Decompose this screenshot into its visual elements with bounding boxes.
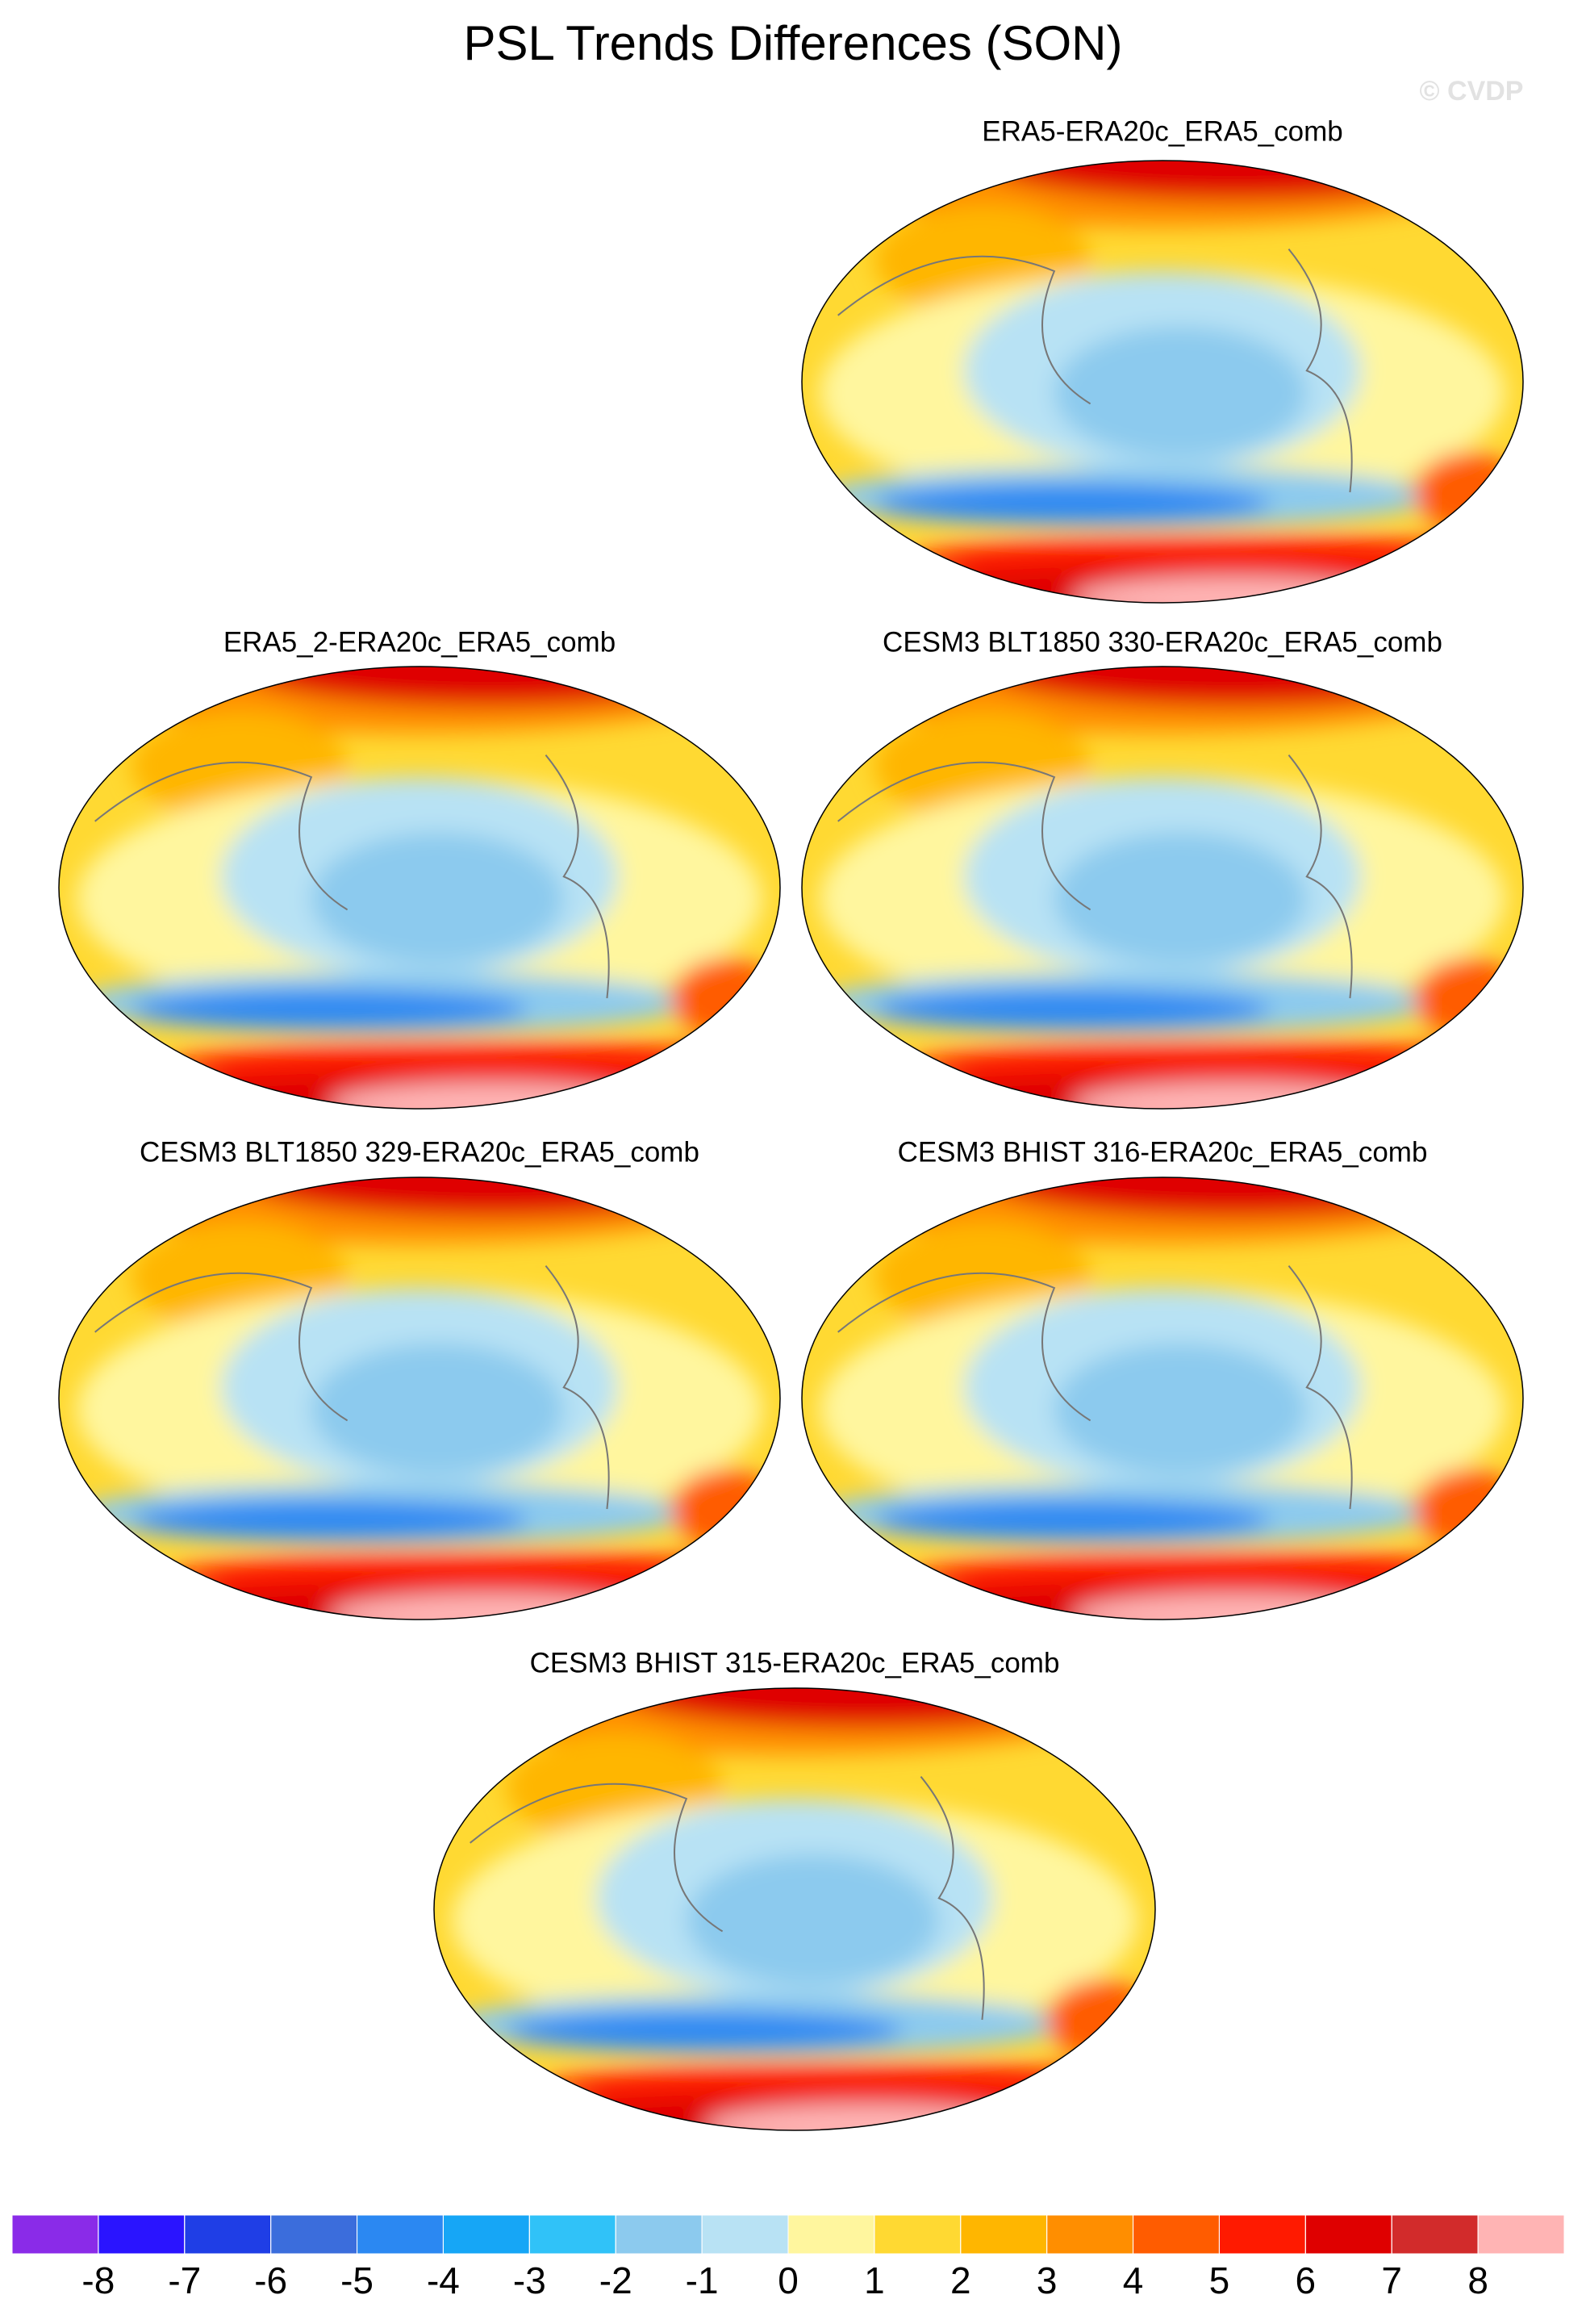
colorbar-label: 4 [1123,2259,1144,2301]
map [59,667,780,1109]
map-border [58,1177,781,1620]
map [802,161,1523,603]
colorbar-box [98,2214,186,2255]
colorbar-label: 0 [778,2259,799,2301]
map-field [434,1688,1155,2130]
field-blob [686,1854,939,1987]
coastline [545,1264,610,1510]
field-blob [1414,452,1523,533]
colorbar-box [1046,2214,1134,2255]
colorbar-label: 3 [1037,2259,1058,2301]
map-field [802,1177,1523,1620]
colorbar-label: -8 [81,2259,115,2301]
coastline [1288,1264,1353,1510]
colorbar-box [184,2214,272,2255]
map [434,1688,1155,2130]
colorbar-label: 5 [1209,2259,1230,2301]
field-blob [671,1469,780,1549]
colorbar-box [701,2214,789,2255]
map-field [802,161,1523,603]
coastline [1288,754,1353,999]
colorbar-label: -4 [427,2259,460,2301]
field-blob [311,1343,564,1476]
colorbar-box [357,2214,444,2255]
watermark: © CVDP [1420,76,1524,107]
map-border [801,160,1524,604]
field-blob [131,989,528,1030]
colorbar-box [1304,2214,1392,2255]
colorbar-box [874,2214,962,2255]
field-blob [874,989,1271,1030]
field-blob [874,483,1271,524]
coastline [837,255,1091,405]
colorbar-box [960,2214,1048,2255]
field-blob [1054,1343,1307,1476]
field-blob [506,2011,904,2051]
map-border [801,666,1524,1110]
map-field [59,1177,780,1620]
map-border [433,1687,1156,2131]
coastline [837,1272,1091,1422]
coastline [94,761,349,911]
panel-title: CESM3 BHIST 315-ERA20c_ERA5_comb [530,1647,1060,1678]
field-blob [874,1500,1271,1540]
panel-title: CESM3 BLT1850 330-ERA20c_ERA5_comb [883,626,1442,658]
colorbar-label: -6 [254,2259,287,2301]
colorbar-box [11,2214,99,2255]
colorbar-box [442,2214,530,2255]
colorbar-label: -5 [340,2259,374,2301]
colorbar-box [270,2214,358,2255]
colorbar-box [1391,2214,1479,2255]
figure-title: PSL Trends Differences (SON) [464,16,1123,70]
colorbar-label: 7 [1381,2259,1402,2301]
colorbar-label: 1 [864,2259,885,2301]
panel-title: CESM3 BLT1850 329-ERA20c_ERA5_comb [140,1136,699,1168]
field-blob [671,958,780,1039]
field-blob [1054,832,1307,965]
map [59,1177,780,1620]
field-blob [131,1500,528,1540]
colorbar-label: -3 [513,2259,546,2301]
colorbar-box [615,2214,703,2255]
field-blob [1414,958,1523,1039]
colorbar-label: 6 [1296,2259,1317,2301]
panel-title: ERA5-ERA20c_ERA5_comb [982,115,1342,147]
map [802,1177,1523,1620]
colorbar-label: 8 [1467,2259,1488,2301]
coastline [94,1272,349,1422]
colorbar-label: -7 [168,2259,201,2301]
map [802,667,1523,1109]
panel-title: ERA5_2-ERA20c_ERA5_comb [223,626,616,658]
field-blob [1054,326,1307,459]
panel-title: CESM3 BHIST 316-ERA20c_ERA5_comb [898,1136,1428,1168]
map-field [802,667,1523,1109]
colorbar-box [1218,2214,1306,2255]
coastline [1288,248,1353,493]
coastline [920,1775,985,2021]
colorbar-box [1133,2214,1220,2255]
coastline [837,761,1091,911]
map-border [801,1177,1524,1620]
coastline [470,1783,724,1933]
colorbar-label: -1 [686,2259,719,2301]
map-border [58,666,781,1110]
coastline [545,754,610,999]
field-blob [1414,1469,1523,1549]
field-blob [1046,1979,1155,2060]
colorbar-box [1477,2214,1565,2255]
colorbar-label: -2 [599,2259,632,2301]
colorbar-box [787,2214,875,2255]
field-blob [311,832,564,965]
colorbar-box [528,2214,616,2255]
map-field [59,667,780,1109]
colorbar-label: 2 [950,2259,971,2301]
